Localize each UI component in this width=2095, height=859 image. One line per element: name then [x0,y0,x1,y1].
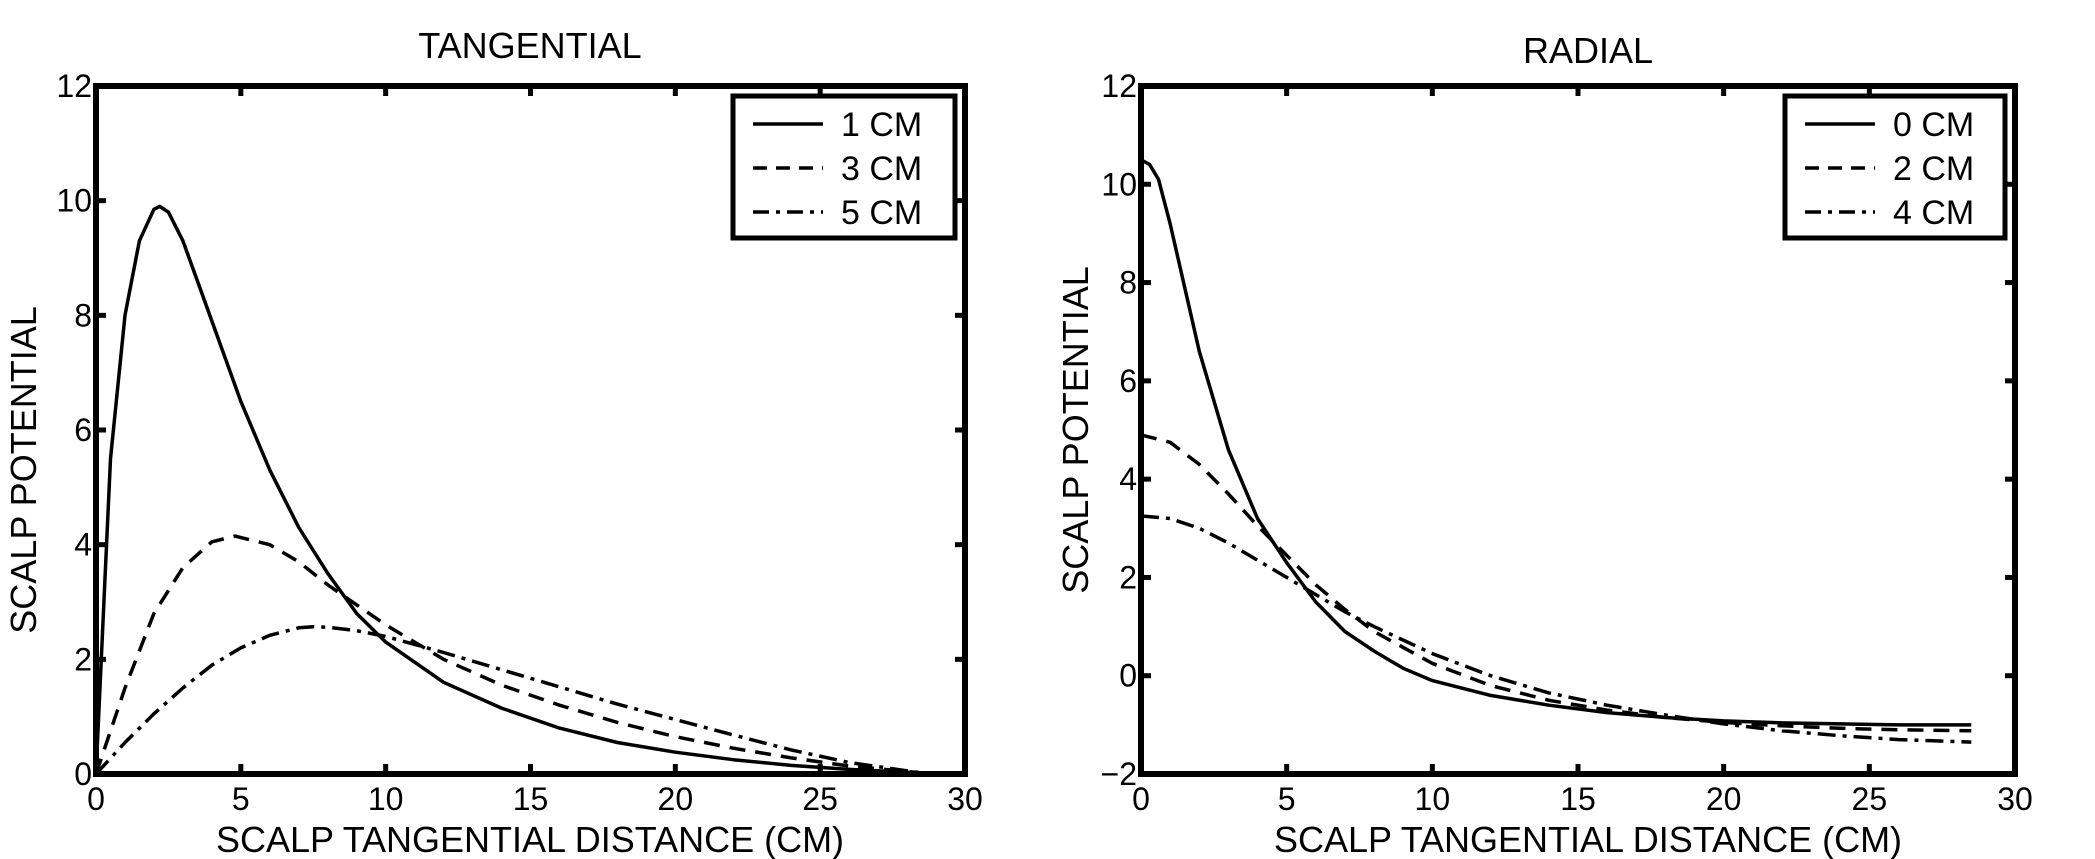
y-tick-label: 4 [74,527,92,563]
y-tick-label: 8 [74,297,92,333]
y-tick-label: 6 [1119,363,1137,399]
plot-frame [93,83,968,777]
x-tick-label: 10 [1415,781,1451,817]
series-layer [1140,158,1972,744]
y-tick-label: 4 [1119,461,1137,497]
legend-label: 3 CM [841,150,922,188]
x-tick-label: 20 [658,781,694,817]
legend-box [1782,93,2008,241]
legend-label: 1 CM [841,106,922,144]
legend-box [730,93,958,241]
y-tick-label: 12 [56,68,92,104]
legend-label: 0 CM [1893,106,1974,144]
series-line-0-cm [1140,158,1972,727]
x-tick-label: 15 [513,781,549,817]
x-tick-label: 20 [1706,781,1742,817]
x-tick-label: 25 [1852,781,1888,817]
y-axis-label: SCALP POTENTIAL [3,306,44,633]
series-layer [94,204,922,776]
series-line-2-cm [1140,433,1972,733]
legend-label: 5 CM [841,194,922,232]
plot-frame [1138,83,2018,777]
x-tick-label: 10 [368,781,404,817]
x-tick-label: 0 [87,781,105,817]
legend: 0 CM 2 CM 4 CM [1782,93,2008,241]
x-tick-label: 5 [232,781,250,817]
y-tick-label: 10 [1101,166,1137,202]
series-line-4-cm [1140,514,1972,744]
y-tick-label: 8 [1119,265,1137,301]
y-tick-label: 6 [74,412,92,448]
tangential-chart: TANGENTIAL SCALP TANGENTIAL DISTANCE (CM… [3,25,983,859]
x-tick-label: 25 [802,781,838,817]
y-tick-label: −2 [1101,756,1137,792]
y-tick-label: 0 [1119,658,1137,694]
y-axis-label: SCALP POTENTIAL [1055,266,1096,593]
legend-label: 2 CM [1893,150,1974,188]
y-tick-label: 2 [1119,559,1137,595]
y-tick-label: 12 [1101,68,1137,104]
series-line-1-cm [94,204,922,775]
y-tick-label: 0 [74,756,92,792]
series-line-5-cm [94,624,922,776]
chart-title: RADIAL [1523,30,1653,71]
x-axis-label: SCALP TANGENTIAL DISTANCE (CM) [216,819,844,859]
y-tick-label: 2 [74,641,92,677]
x-tick-label: 0 [1132,781,1150,817]
series-line-3-cm [94,534,922,775]
y-tick-label: 10 [56,183,92,219]
x-axis-label: SCALP TANGENTIAL DISTANCE (CM) [1274,819,1902,859]
x-tick-label: 30 [947,781,983,817]
x-tick-label: 30 [1997,781,2033,817]
radial-chart: RADIAL SCALP TANGENTIAL DISTANCE (CM) SC… [1055,30,2033,859]
legend: 1 CM 3 CM 5 CM [730,93,958,241]
x-tick-label: 15 [1560,781,1596,817]
x-tick-label: 5 [1278,781,1296,817]
legend-label: 4 CM [1893,194,1974,232]
chart-title: TANGENTIAL [418,25,641,66]
